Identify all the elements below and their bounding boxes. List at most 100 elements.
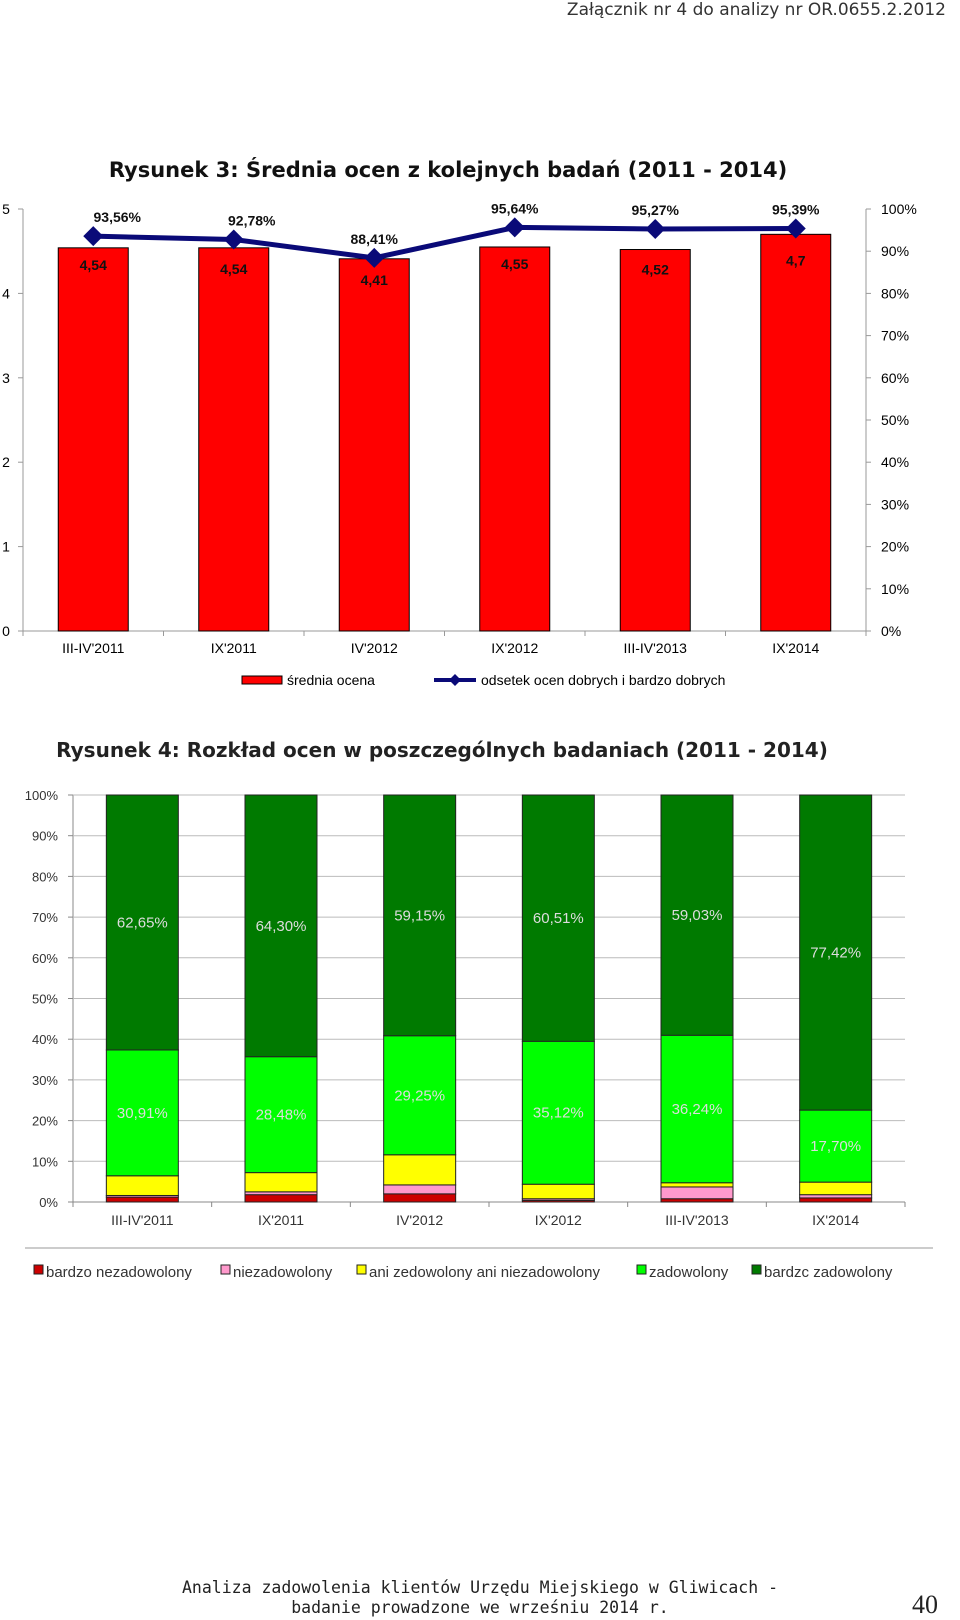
chart2-bar-segment (799, 1181, 873, 1196)
chart2-bar-segment (660, 1182, 734, 1188)
footer: Analiza zadowolenia klientów Urzędu Miej… (0, 1578, 960, 1618)
page-number: 40 (912, 1590, 938, 1619)
chart1-bar (479, 246, 551, 632)
chart1-x-tick-label: III-IV'2013 (624, 640, 688, 656)
chart1-right-tick-label: 40% (881, 454, 909, 470)
chart2-title: Rysunek 4: Rozkład ocen w poszczególnych… (56, 738, 828, 762)
chart2-y-tick-label: 40% (32, 1032, 58, 1047)
chart1-bar (57, 247, 129, 632)
chart1-right-tick-label: 90% (881, 243, 909, 259)
chart1-line-marker (785, 218, 806, 239)
footer-line-1: Analiza zadowolenia klientów Urzędu Miej… (181, 1578, 779, 1597)
chart2-bar-segment (244, 794, 318, 1058)
chart2-y-tick-label: 100% (25, 788, 59, 803)
chart2-segment-label: 60,51% (533, 910, 584, 927)
chart2-bar-segment (799, 794, 873, 1111)
chart2-segment-label: 77,42% (810, 945, 861, 962)
chart1-bar-label: 4,55 (501, 256, 528, 272)
chart2-x-tick-label: IX'2014 (812, 1212, 859, 1228)
chart1-bar-label: 4,54 (220, 261, 247, 277)
chart2-segment-label: 28,48% (256, 1107, 307, 1124)
chart1-right-tick-label: 30% (881, 496, 909, 512)
chart2-legend-swatch (751, 1264, 762, 1275)
chart1-bar-label: 4,41 (361, 272, 388, 288)
chart2-legend-label: niezadowolony (233, 1264, 333, 1281)
chart1-x-tick-label: IX'2012 (491, 640, 538, 656)
chart2-y-tick-label: 30% (32, 1073, 58, 1088)
chart1-line-marker (83, 226, 104, 247)
chart2-segment-label: 59,15% (394, 907, 445, 924)
chart1-x-tick-label: IX'2011 (211, 640, 257, 656)
chart1-left-tick-label: 1 (2, 539, 10, 555)
chart2-bar-segment (660, 1034, 734, 1184)
chart1-bar (338, 258, 410, 632)
chart2-x-tick-label: III-IV'2011 (111, 1212, 174, 1228)
chart2-y-tick-label: 20% (32, 1114, 58, 1129)
chart2-bar-segment (521, 1183, 595, 1200)
chart2-segment-label: 64,30% (256, 918, 307, 935)
chart1-bar (198, 247, 270, 632)
chart2-x-tick-label: IV'2012 (396, 1212, 443, 1228)
chart1-right-tick-label: 0% (881, 623, 901, 639)
chart2-segment-label: 36,24% (672, 1101, 723, 1118)
chart1-bar (619, 249, 691, 632)
chart2-bar-segment (799, 1197, 873, 1203)
chart1-right-tick-label: 20% (881, 539, 909, 555)
chart1-bar-label: 4,7 (786, 252, 806, 268)
chart2-legend-swatch (220, 1264, 231, 1275)
chart2-bar-segment (521, 1040, 595, 1185)
chart-average-ratings: Rysunek 3: Średnia ocen z kolejnych bada… (2, 157, 917, 688)
chart2-bar-segment (660, 1186, 734, 1200)
chart-rating-distribution: Rysunek 4: Rozkład ocen w poszczególnych… (25, 738, 933, 1281)
chart1-line-label: 93,56% (94, 209, 142, 225)
attachment-header: Załącznik nr 4 do analizy nr OR.0655.2.2… (566, 0, 946, 20)
chart2-bar-segment (105, 1175, 179, 1196)
chart1-line-marker (223, 229, 244, 250)
chart2-legend-label: ani zedowolony ani niezadowolony (369, 1264, 600, 1281)
chart2-y-tick-label: 60% (32, 951, 58, 966)
chart1-line (93, 224, 796, 261)
chart1-x-tick-label: III-IV'2011 (62, 640, 125, 656)
chart2-legend-label: zadowolony (649, 1264, 729, 1281)
chart2-bar-segment (383, 1154, 457, 1186)
chart2-legend-label: bardzo nezadowolony (46, 1264, 192, 1281)
chart1-line-marker (364, 247, 385, 268)
chart2-y-tick-label: 10% (32, 1154, 58, 1169)
chart1-right-tick-label: 100% (881, 201, 917, 217)
chart1-right-tick-label: 70% (881, 328, 909, 344)
chart2-segment-label: 62,65% (117, 914, 168, 931)
chart2-bar-segment (105, 1196, 179, 1203)
chart2-x-tick-label: IX'2012 (535, 1212, 582, 1228)
chart2-y-tick-label: 50% (32, 992, 58, 1007)
chart1-line-label: 95,27% (632, 202, 680, 218)
chart1-line-label: 95,64% (491, 200, 539, 216)
chart1-left-tick-label: 3 (2, 370, 10, 386)
chart2-segment-label: 29,25% (394, 1087, 445, 1104)
chart1-left-tick-label: 5 (2, 201, 10, 217)
chart1-line-label: 92,78% (228, 212, 276, 228)
chart1-line-label: 95,39% (772, 201, 820, 217)
chart1-right-tick-label: 60% (881, 370, 909, 386)
chart2-x-tick-label: III-IV'2013 (665, 1212, 729, 1228)
chart2-y-tick-label: 70% (32, 910, 58, 925)
chart1-left-tick-label: 2 (2, 454, 10, 470)
chart2-bar-segment (799, 1109, 873, 1183)
chart2-legend-label: bardzc zadowolony (764, 1264, 893, 1281)
chart2-legend-swatch (636, 1264, 647, 1275)
chart1-bar-label: 4,52 (642, 262, 669, 278)
chart1-legend-label: odsetek ocen dobrych i bardzo dobrych (481, 672, 725, 688)
footer-line-2: badanie prowadzone we wrześniu 2014 r. (291, 1597, 669, 1617)
chart2-bar-segment (105, 1049, 179, 1177)
chart1-x-tick-label: IX'2014 (772, 640, 819, 656)
chart2-y-tick-label: 80% (32, 869, 58, 884)
chart2-y-tick-label: 90% (32, 829, 58, 844)
chart2-bar-segment (383, 1193, 457, 1203)
chart2-segment-label: 30,91% (117, 1105, 168, 1122)
chart1-left-tick-label: 0 (2, 623, 10, 639)
chart2-segment-label: 35,12% (533, 1105, 584, 1122)
chart1-right-tick-label: 10% (881, 581, 909, 597)
chart2-segment-label: 59,03% (672, 907, 723, 924)
chart2-bar-segment (244, 1056, 318, 1174)
chart2-legend-swatch (356, 1264, 367, 1275)
chart1-right-tick-label: 80% (881, 285, 909, 301)
